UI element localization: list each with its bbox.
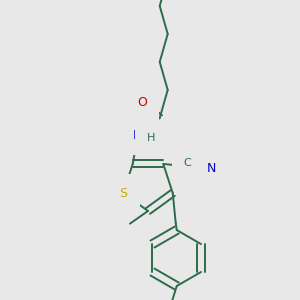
Text: C: C	[183, 158, 191, 168]
Text: N: N	[206, 162, 216, 175]
Text: H: H	[146, 133, 155, 143]
Text: N: N	[206, 162, 216, 175]
Text: O: O	[137, 97, 147, 110]
Text: C: C	[183, 158, 191, 168]
Text: S: S	[119, 187, 127, 200]
Text: N: N	[133, 130, 142, 142]
Text: H: H	[146, 133, 155, 143]
Text: O: O	[137, 97, 147, 110]
Text: S: S	[119, 187, 127, 200]
Text: N: N	[133, 130, 142, 142]
